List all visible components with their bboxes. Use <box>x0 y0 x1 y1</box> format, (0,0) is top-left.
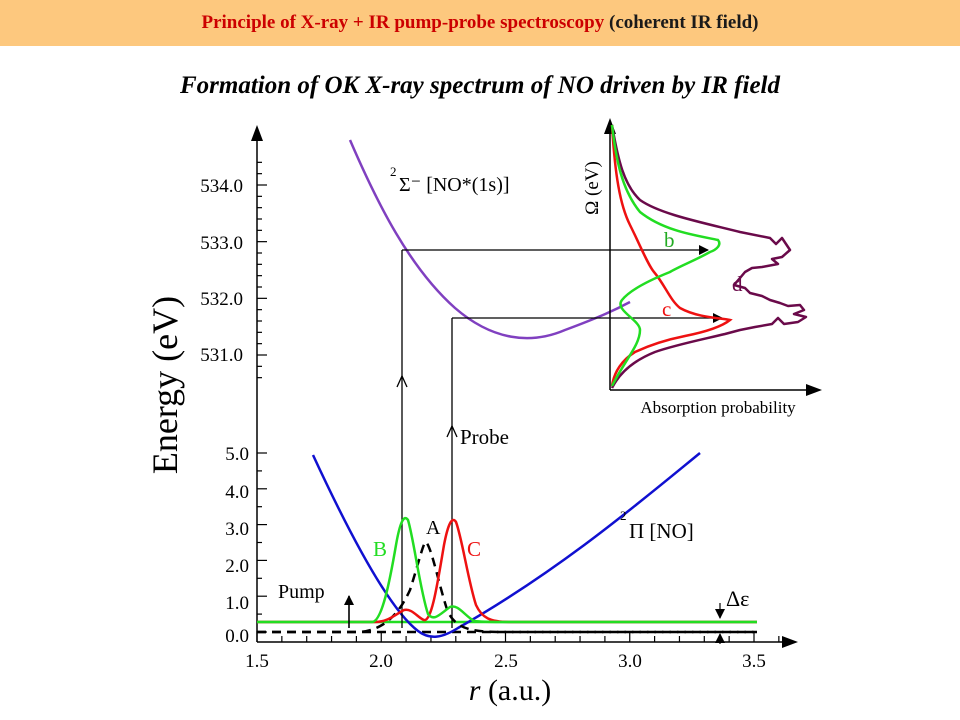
probe-label: Probe <box>460 425 509 449</box>
ground-state-label: Π [NO] <box>629 519 694 543</box>
inset-x-label: Absorption probability <box>640 398 796 417</box>
wavepacket-label-C: C <box>467 537 481 561</box>
excited-state-superscript: 2 <box>390 164 397 179</box>
ground-state-curve <box>311 452 701 638</box>
spectrum-label-d: d <box>732 272 743 296</box>
spectrum-label-c: c <box>662 297 671 321</box>
x-tick-label-2.0: 2.0 <box>369 651 393 672</box>
tick-label-0: 0.0 <box>225 626 249 647</box>
ground-state-superscript: 2 <box>620 508 627 523</box>
inset-y-label: Ω (eV) <box>582 161 603 215</box>
tick-label-5: 5.0 <box>225 444 249 465</box>
probe-arrow-left <box>396 374 408 388</box>
upper-tick-labels: 534.0 533.0 532.0 531.0 <box>200 176 243 366</box>
tick-label-4: 4.0 <box>225 482 249 503</box>
x-tick-label-3.0: 3.0 <box>618 651 642 672</box>
spectrum-c-curve <box>610 124 733 387</box>
excited-state-curve <box>348 139 631 340</box>
tick-label-533: 533.0 <box>200 233 243 254</box>
tick-label-2: 2.0 <box>225 556 249 577</box>
x-tick-label-2.5: 2.5 <box>494 651 518 672</box>
banner-title-suffix: (coherent IR field) <box>609 12 759 33</box>
r-axis-arrowhead <box>782 636 798 648</box>
spectrum-label-b: b <box>664 228 675 252</box>
x-tick-label-3.5: 3.5 <box>742 651 766 672</box>
wavepacket-B-green <box>257 516 757 624</box>
energy-axis-arrowhead <box>251 125 263 141</box>
tick-label-532: 532.0 <box>200 289 243 310</box>
spectrum-d-curve <box>610 124 808 389</box>
tick-label-534: 534.0 <box>200 176 243 197</box>
x-axis-variable: r <box>469 674 481 707</box>
wavepacket-label-A: A <box>426 517 441 539</box>
axis-ticks <box>256 161 780 642</box>
spectrum-b-curve <box>610 124 721 387</box>
excited-state-label: Σ⁻ [NO*(1s)] <box>399 174 510 196</box>
delta-epsilon-label: Δε <box>726 586 749 611</box>
inset-absorption-arrowhead <box>806 384 822 396</box>
x-axis-label: r (a.u.) <box>469 674 551 707</box>
wavepacket-C-red <box>257 518 757 624</box>
tick-label-3: 3.0 <box>225 519 249 540</box>
y-axis-label: Energy (eV) <box>145 296 185 474</box>
banner-title: Principle of X-ray + IR pump-probe spect… <box>201 12 605 33</box>
wavepacket-label-B: B <box>373 537 387 561</box>
inset-plot: Ω (eV) Absorption probability b c d <box>582 118 822 417</box>
pump-label: Pump <box>278 581 325 603</box>
lower-tick-labels: 5.0 4.0 3.0 2.0 1.0 0.0 <box>225 444 249 647</box>
tick-label-531: 531.0 <box>200 345 243 366</box>
x-tick-label-1.5: 1.5 <box>245 651 269 672</box>
slide-banner: Principle of X-ray + IR pump-probe spect… <box>0 0 960 46</box>
slide-subtitle: Formation of OK X-ray spectrum of NO dri… <box>180 72 780 99</box>
x-axis-unit: (a.u.) <box>480 674 551 707</box>
probe-arrow-right <box>446 424 458 438</box>
wavepacket-A-dashed <box>257 540 757 634</box>
x-tick-labels: 1.5 2.0 2.5 3.0 3.5 <box>245 651 766 672</box>
tick-label-1: 1.0 <box>225 593 249 614</box>
